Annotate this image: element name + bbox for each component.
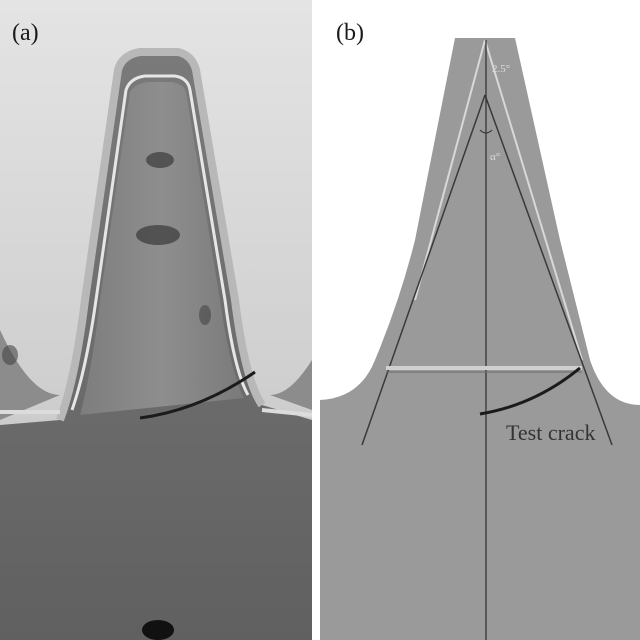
surface-mark bbox=[136, 225, 180, 245]
panel-a-label: (a) bbox=[12, 20, 39, 46]
test-crack-line bbox=[479, 366, 581, 416]
guide-line bbox=[484, 39, 583, 361]
surface-mark bbox=[2, 345, 18, 365]
construction-line bbox=[484, 94, 613, 446]
hardened-layer bbox=[56, 48, 266, 422]
surface-mark bbox=[142, 620, 174, 640]
tooth-profile bbox=[320, 38, 640, 640]
angle-mid-label: α° bbox=[490, 151, 500, 163]
hardened-layer-inner bbox=[70, 74, 250, 411]
panel-b-label: (b) bbox=[336, 20, 364, 46]
panel-a-photo: (a) bbox=[0, 0, 312, 640]
left-neighbor-tooth bbox=[0, 330, 60, 420]
crack-line bbox=[139, 370, 256, 420]
test-crack-label: Test crack bbox=[506, 420, 595, 445]
right-neighbor-tooth bbox=[270, 360, 312, 410]
panel-b-schematic: 2.5° α° Test crack (b) bbox=[320, 0, 640, 640]
surface-mark bbox=[146, 152, 174, 168]
tooth-core bbox=[80, 82, 244, 415]
construction-line bbox=[361, 94, 486, 446]
guide-line bbox=[414, 39, 486, 301]
gear-tooth-schematic: 2.5° α° Test crack (b) bbox=[320, 0, 640, 640]
root-band-right bbox=[261, 408, 312, 417]
angle-top-label: 2.5° bbox=[492, 63, 510, 75]
surface-mark bbox=[199, 305, 211, 325]
gear-tooth-photo: (a) bbox=[0, 0, 312, 640]
angle-arc bbox=[479, 129, 493, 134]
